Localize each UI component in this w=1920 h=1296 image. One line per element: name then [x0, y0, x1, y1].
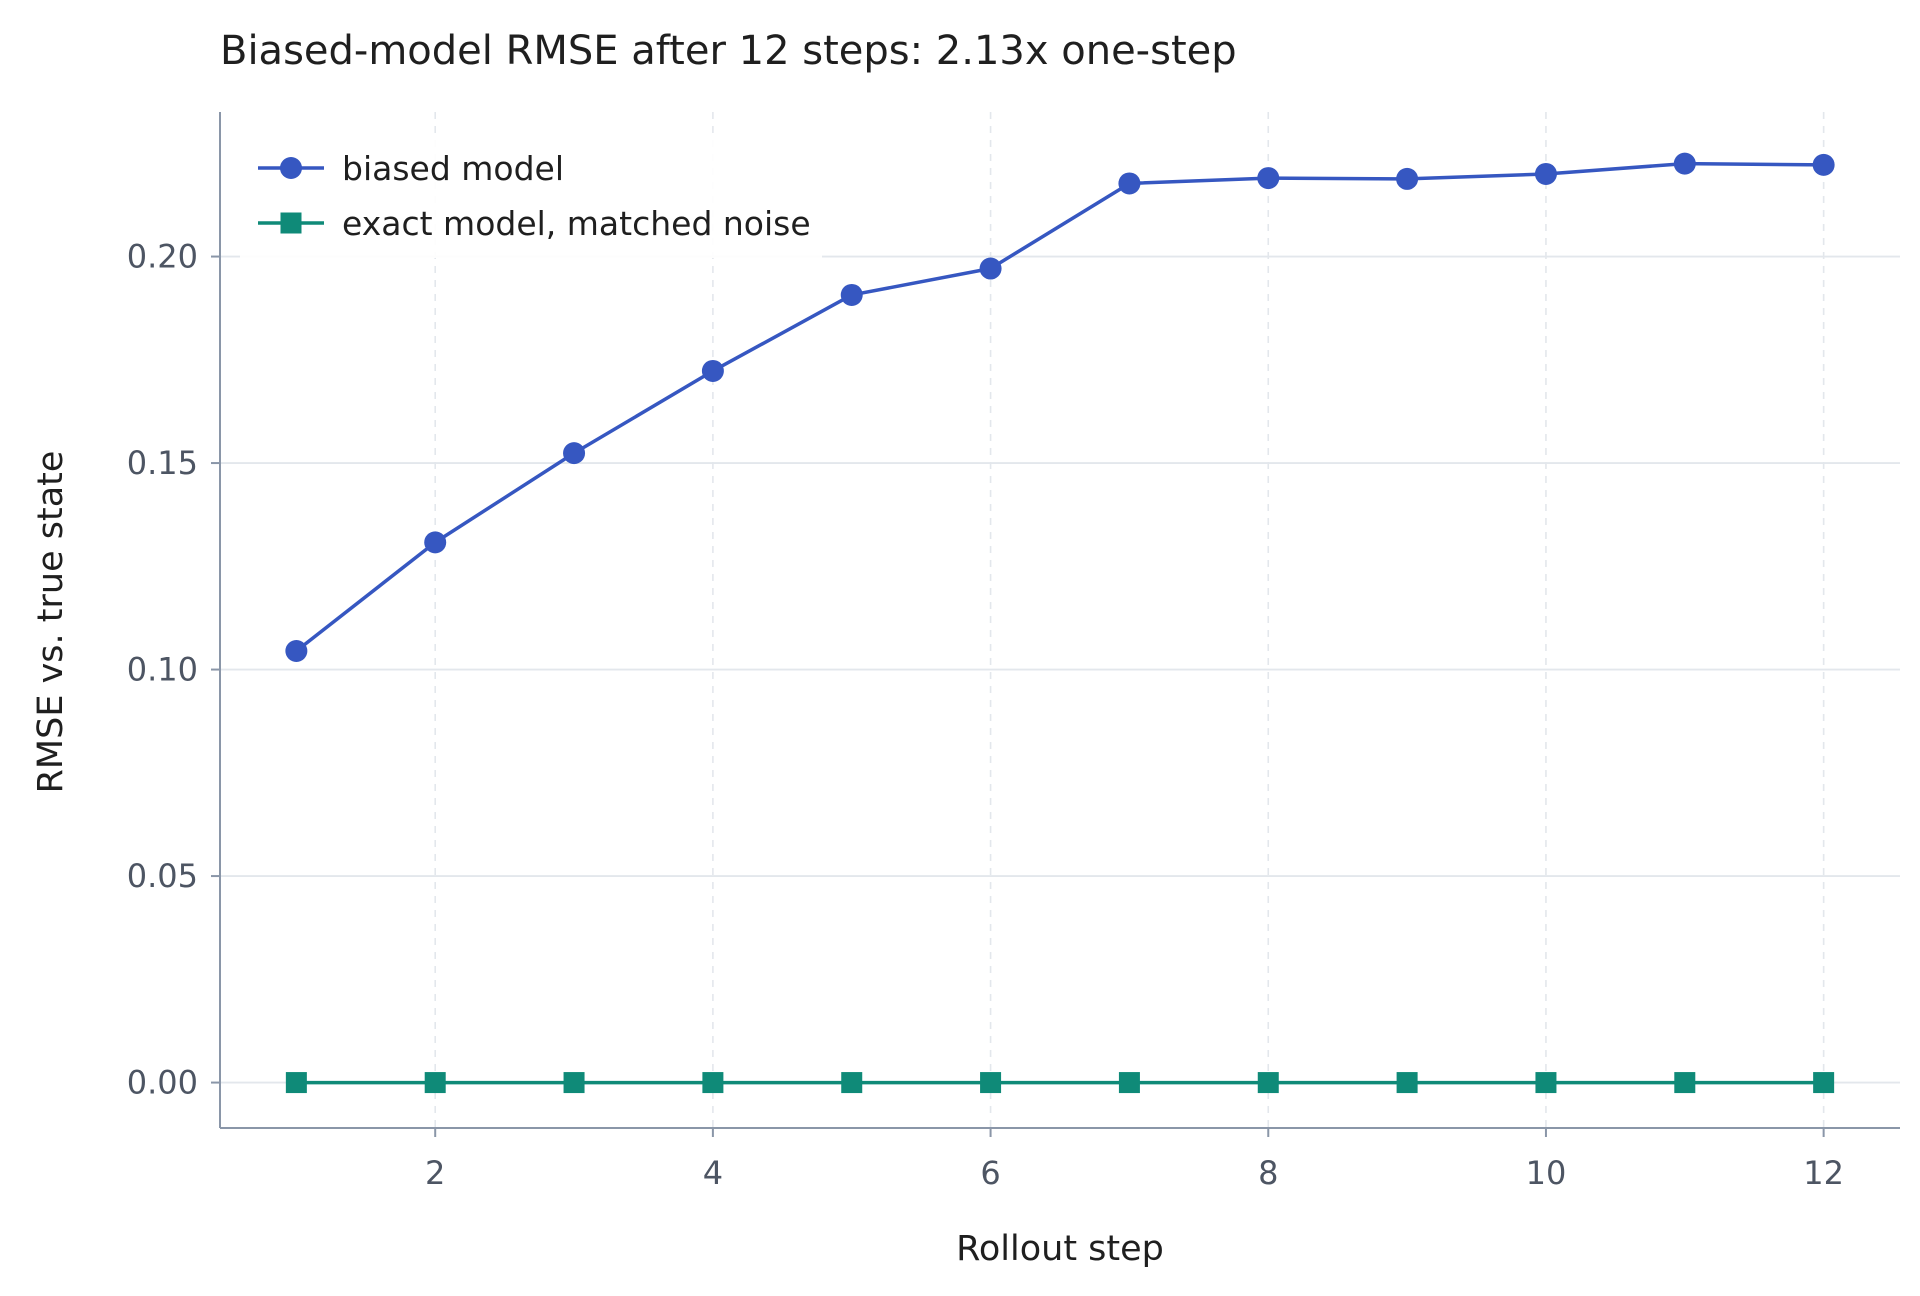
- data-point: [1118, 1072, 1140, 1094]
- data-point: [563, 1072, 585, 1094]
- x-tick-label: 8: [1258, 1154, 1278, 1192]
- data-point: [1812, 153, 1835, 176]
- data-point: [1674, 1072, 1696, 1094]
- y-tick-label: 0.15: [127, 444, 198, 482]
- data-point: [1257, 167, 1280, 190]
- data-point: [702, 1072, 724, 1094]
- legend-label: exact model, matched noise: [342, 204, 811, 243]
- legend-item: exact model, matched noise: [258, 204, 811, 243]
- legend-marker-circle: [280, 157, 302, 179]
- x-tick-label: 6: [980, 1154, 1000, 1192]
- legend: biased model exact model, matched noise: [240, 134, 822, 258]
- x-tick-label: 10: [1526, 1154, 1567, 1192]
- data-point: [1118, 172, 1141, 195]
- data-point: [1396, 1072, 1418, 1094]
- data-point: [840, 283, 863, 306]
- y-tick-label: 0.00: [127, 1064, 198, 1102]
- data-point: [1673, 152, 1696, 175]
- x-tick-label: 4: [703, 1154, 723, 1192]
- y-tick-label: 0.05: [127, 857, 198, 895]
- y-tick-label: 0.20: [127, 238, 198, 276]
- legend-background: [240, 134, 822, 258]
- data-point: [1396, 167, 1419, 190]
- x-tick-label: 12: [1803, 1154, 1844, 1192]
- grid-lines: [220, 112, 1900, 1128]
- data-point: [424, 531, 447, 554]
- x-axis-label: Rollout step: [956, 1229, 1164, 1269]
- data-point: [1257, 1072, 1279, 1094]
- data-point: [1535, 1072, 1557, 1094]
- series-exact-model: [285, 1072, 1835, 1094]
- data-point: [1534, 162, 1557, 185]
- data-point: [979, 257, 1002, 280]
- data-point: [285, 1072, 307, 1094]
- legend-label: biased model: [342, 149, 564, 188]
- data-point: [563, 442, 586, 465]
- data-point: [701, 359, 724, 382]
- x-tick-label: 2: [425, 1154, 445, 1192]
- legend-marker-square: [280, 212, 302, 234]
- legend-item: biased model: [258, 149, 564, 188]
- data-point: [1813, 1072, 1835, 1094]
- series-line: [295, 161, 1824, 653]
- y-axis-label: RMSE vs. true state: [31, 451, 71, 794]
- chart-title: Biased-model RMSE after 12 steps: 2.13x …: [220, 28, 1237, 74]
- y-tick-label: 0.10: [127, 651, 198, 689]
- data-point: [980, 1072, 1002, 1094]
- series-biased-model: [285, 152, 1835, 662]
- data-point: [424, 1072, 446, 1094]
- data-point: [285, 639, 308, 662]
- data-point: [841, 1072, 863, 1094]
- series-layer: [285, 152, 1835, 1094]
- tick-labels: 2 4 6 8 10 12 0.00 0.05 0.10 0.15 0.20: [127, 238, 1844, 1192]
- axes: [211, 112, 1900, 1137]
